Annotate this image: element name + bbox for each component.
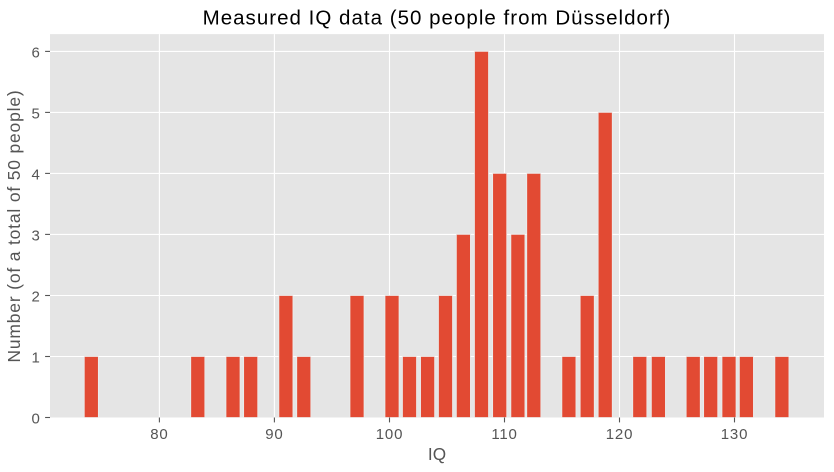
svg-text:2: 2 xyxy=(31,288,39,305)
svg-text:6: 6 xyxy=(31,44,39,61)
svg-text:80: 80 xyxy=(150,426,168,443)
svg-text:IQ: IQ xyxy=(428,444,446,464)
svg-text:4: 4 xyxy=(31,166,39,183)
svg-text:110: 110 xyxy=(491,426,517,443)
svg-text:90: 90 xyxy=(265,426,283,443)
svg-text:1: 1 xyxy=(31,349,39,366)
svg-text:3: 3 xyxy=(31,227,39,244)
svg-text:Number (of a total of 50 peopl: Number (of a total of 50 people) xyxy=(4,89,24,362)
svg-text:100: 100 xyxy=(376,426,403,443)
svg-text:130: 130 xyxy=(721,426,748,443)
svg-text:5: 5 xyxy=(31,105,39,122)
svg-text:0: 0 xyxy=(31,410,39,427)
svg-text:120: 120 xyxy=(606,426,633,443)
svg-text:Measured IQ data (50 people fr: Measured IQ data (50 people from Düsseld… xyxy=(203,7,672,30)
